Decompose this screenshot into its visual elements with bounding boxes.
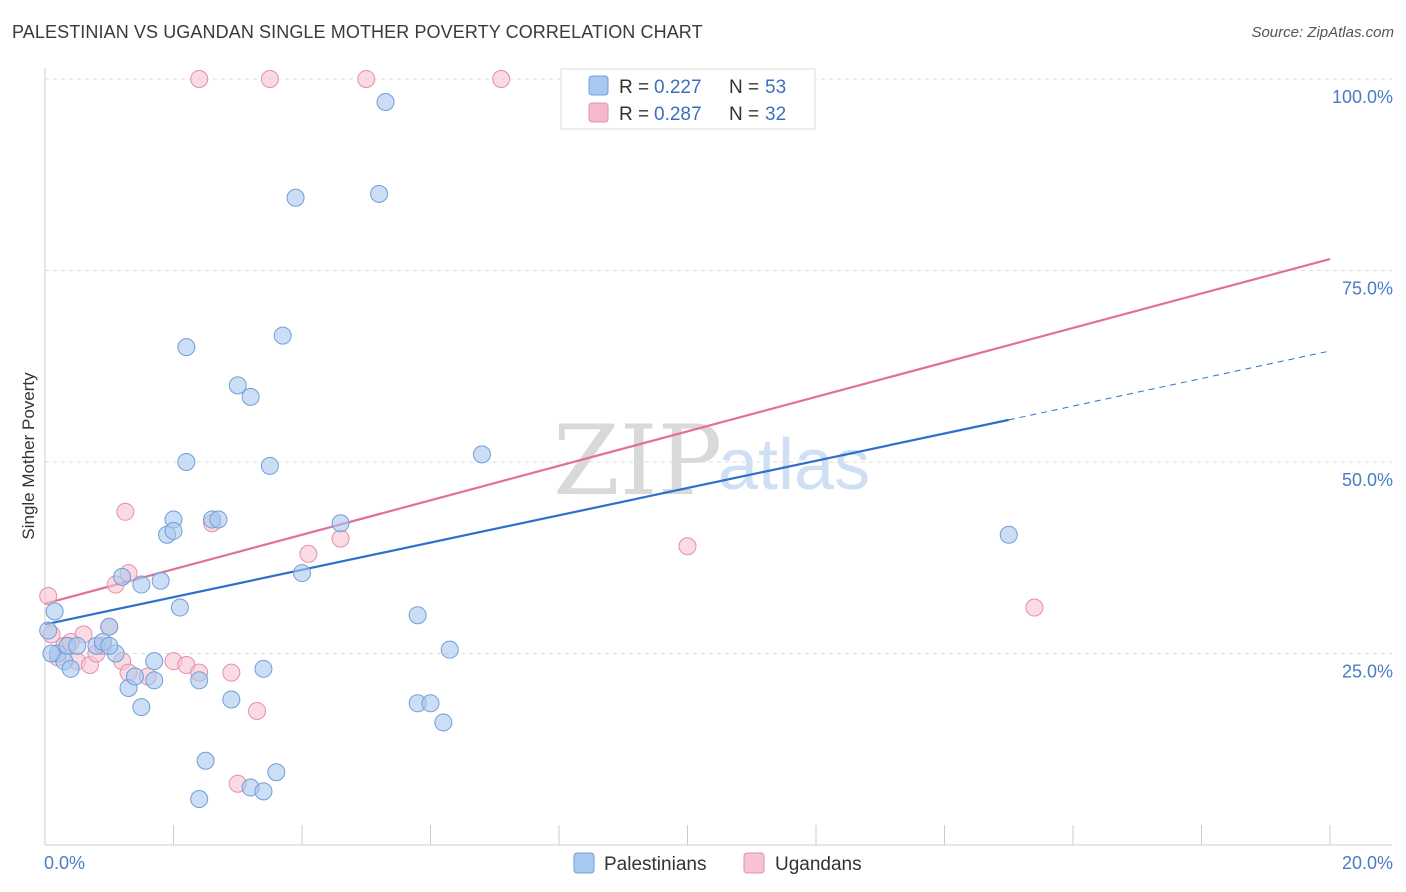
palestinians-point (222, 690, 241, 709)
ugandans-point (39, 587, 58, 606)
tick-labels: 25.0% 50.0% 75.0% 100.0% 0.0% 20.0% (44, 87, 1393, 873)
ugandans-point (357, 70, 376, 88)
y-tick-label: 50.0% (1342, 470, 1393, 490)
legend-palestinians-label: Palestinians (604, 854, 706, 875)
palestinians-point (209, 510, 228, 529)
palestinians-point (145, 671, 164, 690)
palestinians-point (434, 713, 453, 732)
palestinians-point (260, 456, 279, 475)
palestinians-point (254, 782, 273, 801)
palestinians-point (42, 644, 61, 663)
legend-palestinians-swatch (573, 852, 595, 874)
palestinians-point (61, 659, 80, 678)
palestinians-point (293, 564, 311, 583)
ugandans-point (331, 529, 350, 548)
legend-ugandans-label: Ugandans (775, 854, 862, 875)
ugandans-swatch (588, 102, 609, 123)
palestinians-point (151, 571, 170, 590)
palestinians-point (132, 575, 151, 594)
x-tick-label: 20.0% (1342, 853, 1393, 873)
ugandans-point (190, 70, 209, 88)
palestinians-point (267, 763, 286, 782)
watermark: ZIP atlas (553, 405, 870, 517)
palestinians-points (39, 92, 1018, 809)
palestinians-point (145, 652, 164, 671)
ugandans-point (260, 70, 279, 88)
ugandans-point (1025, 598, 1044, 617)
palestinians-point (408, 606, 427, 625)
palestinians-point (164, 521, 183, 540)
axes (44, 68, 1392, 846)
palestinians-n-value: 53 (765, 77, 786, 98)
palestinians-point (273, 326, 292, 345)
x-tick-label: 0.0% (44, 853, 85, 873)
ugandans-point (116, 502, 135, 521)
palestinians-point (177, 338, 196, 357)
palestinians-n-label: N = (729, 77, 759, 98)
palestinians-point (177, 453, 196, 471)
palestinians-point (376, 92, 395, 111)
palestinians-point (45, 602, 64, 621)
ugandans-point (678, 537, 697, 556)
y-tick-label: 100.0% (1332, 87, 1393, 107)
ugandans-r-value: 0.287 (654, 104, 702, 125)
source-label: Source: ZipAtlas.com (1251, 24, 1394, 41)
palestinians-trend-extension (1008, 350, 1331, 421)
series-legend: Palestinians Ugandans (573, 852, 862, 875)
ugandans-point (492, 70, 511, 88)
palestinians-point (100, 617, 119, 636)
palestinians-r-label: R = (619, 77, 649, 98)
chart-title: PALESTINIAN VS UGANDAN SINGLE MOTHER POV… (12, 22, 703, 42)
ugandans-point (299, 544, 318, 563)
palestinians-point (170, 598, 189, 617)
palestinians-point (132, 698, 151, 717)
palestinians-point (68, 636, 87, 655)
palestinians-point (190, 671, 209, 690)
palestinians-point (190, 790, 209, 809)
legend-ugandans-swatch (743, 852, 765, 874)
palestinians-r-value: 0.227 (654, 77, 702, 98)
ugandans-point (248, 701, 267, 720)
palestinians-point (125, 667, 144, 686)
ugandans-point (222, 663, 241, 682)
palestinians-point (999, 525, 1018, 544)
ugandans-r-label: R = (619, 104, 649, 125)
palestinians-point (241, 387, 260, 406)
palestinians-point (39, 621, 58, 640)
palestinians-point (331, 514, 350, 533)
palestinians-point (472, 445, 491, 464)
y-axis-title: Single Mother Poverty (19, 372, 38, 540)
trend-lines (44, 257, 1331, 626)
stats-legend: R = 0.227 N = 53 R = 0.287 N = 32 (560, 68, 816, 130)
palestinians-point (286, 188, 305, 207)
palestinians-point (100, 636, 119, 655)
palestinians-point (254, 659, 273, 678)
y-tick-label: 75.0% (1342, 279, 1393, 299)
palestinians-point (421, 694, 440, 713)
palestinians-point (440, 640, 459, 659)
palestinians-point (196, 751, 215, 770)
ugandans-n-value: 32 (765, 104, 786, 125)
palestinians-point (113, 567, 132, 586)
ugandans-trend-line (44, 257, 1331, 605)
palestinians-swatch (588, 75, 609, 96)
grid (45, 78, 1392, 654)
y-tick-label: 25.0% (1342, 662, 1393, 682)
ugandans-points (39, 70, 1044, 793)
palestinians-point (228, 376, 247, 395)
ugandans-n-label: N = (729, 104, 759, 125)
palestinians-point (370, 184, 389, 203)
palestinians-trend-line (44, 418, 1009, 626)
